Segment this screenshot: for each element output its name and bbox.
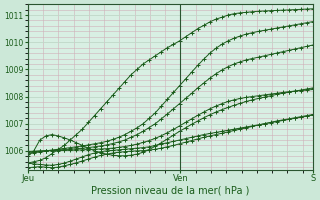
X-axis label: Pression niveau de la mer( hPa ): Pression niveau de la mer( hPa ) (91, 186, 250, 196)
